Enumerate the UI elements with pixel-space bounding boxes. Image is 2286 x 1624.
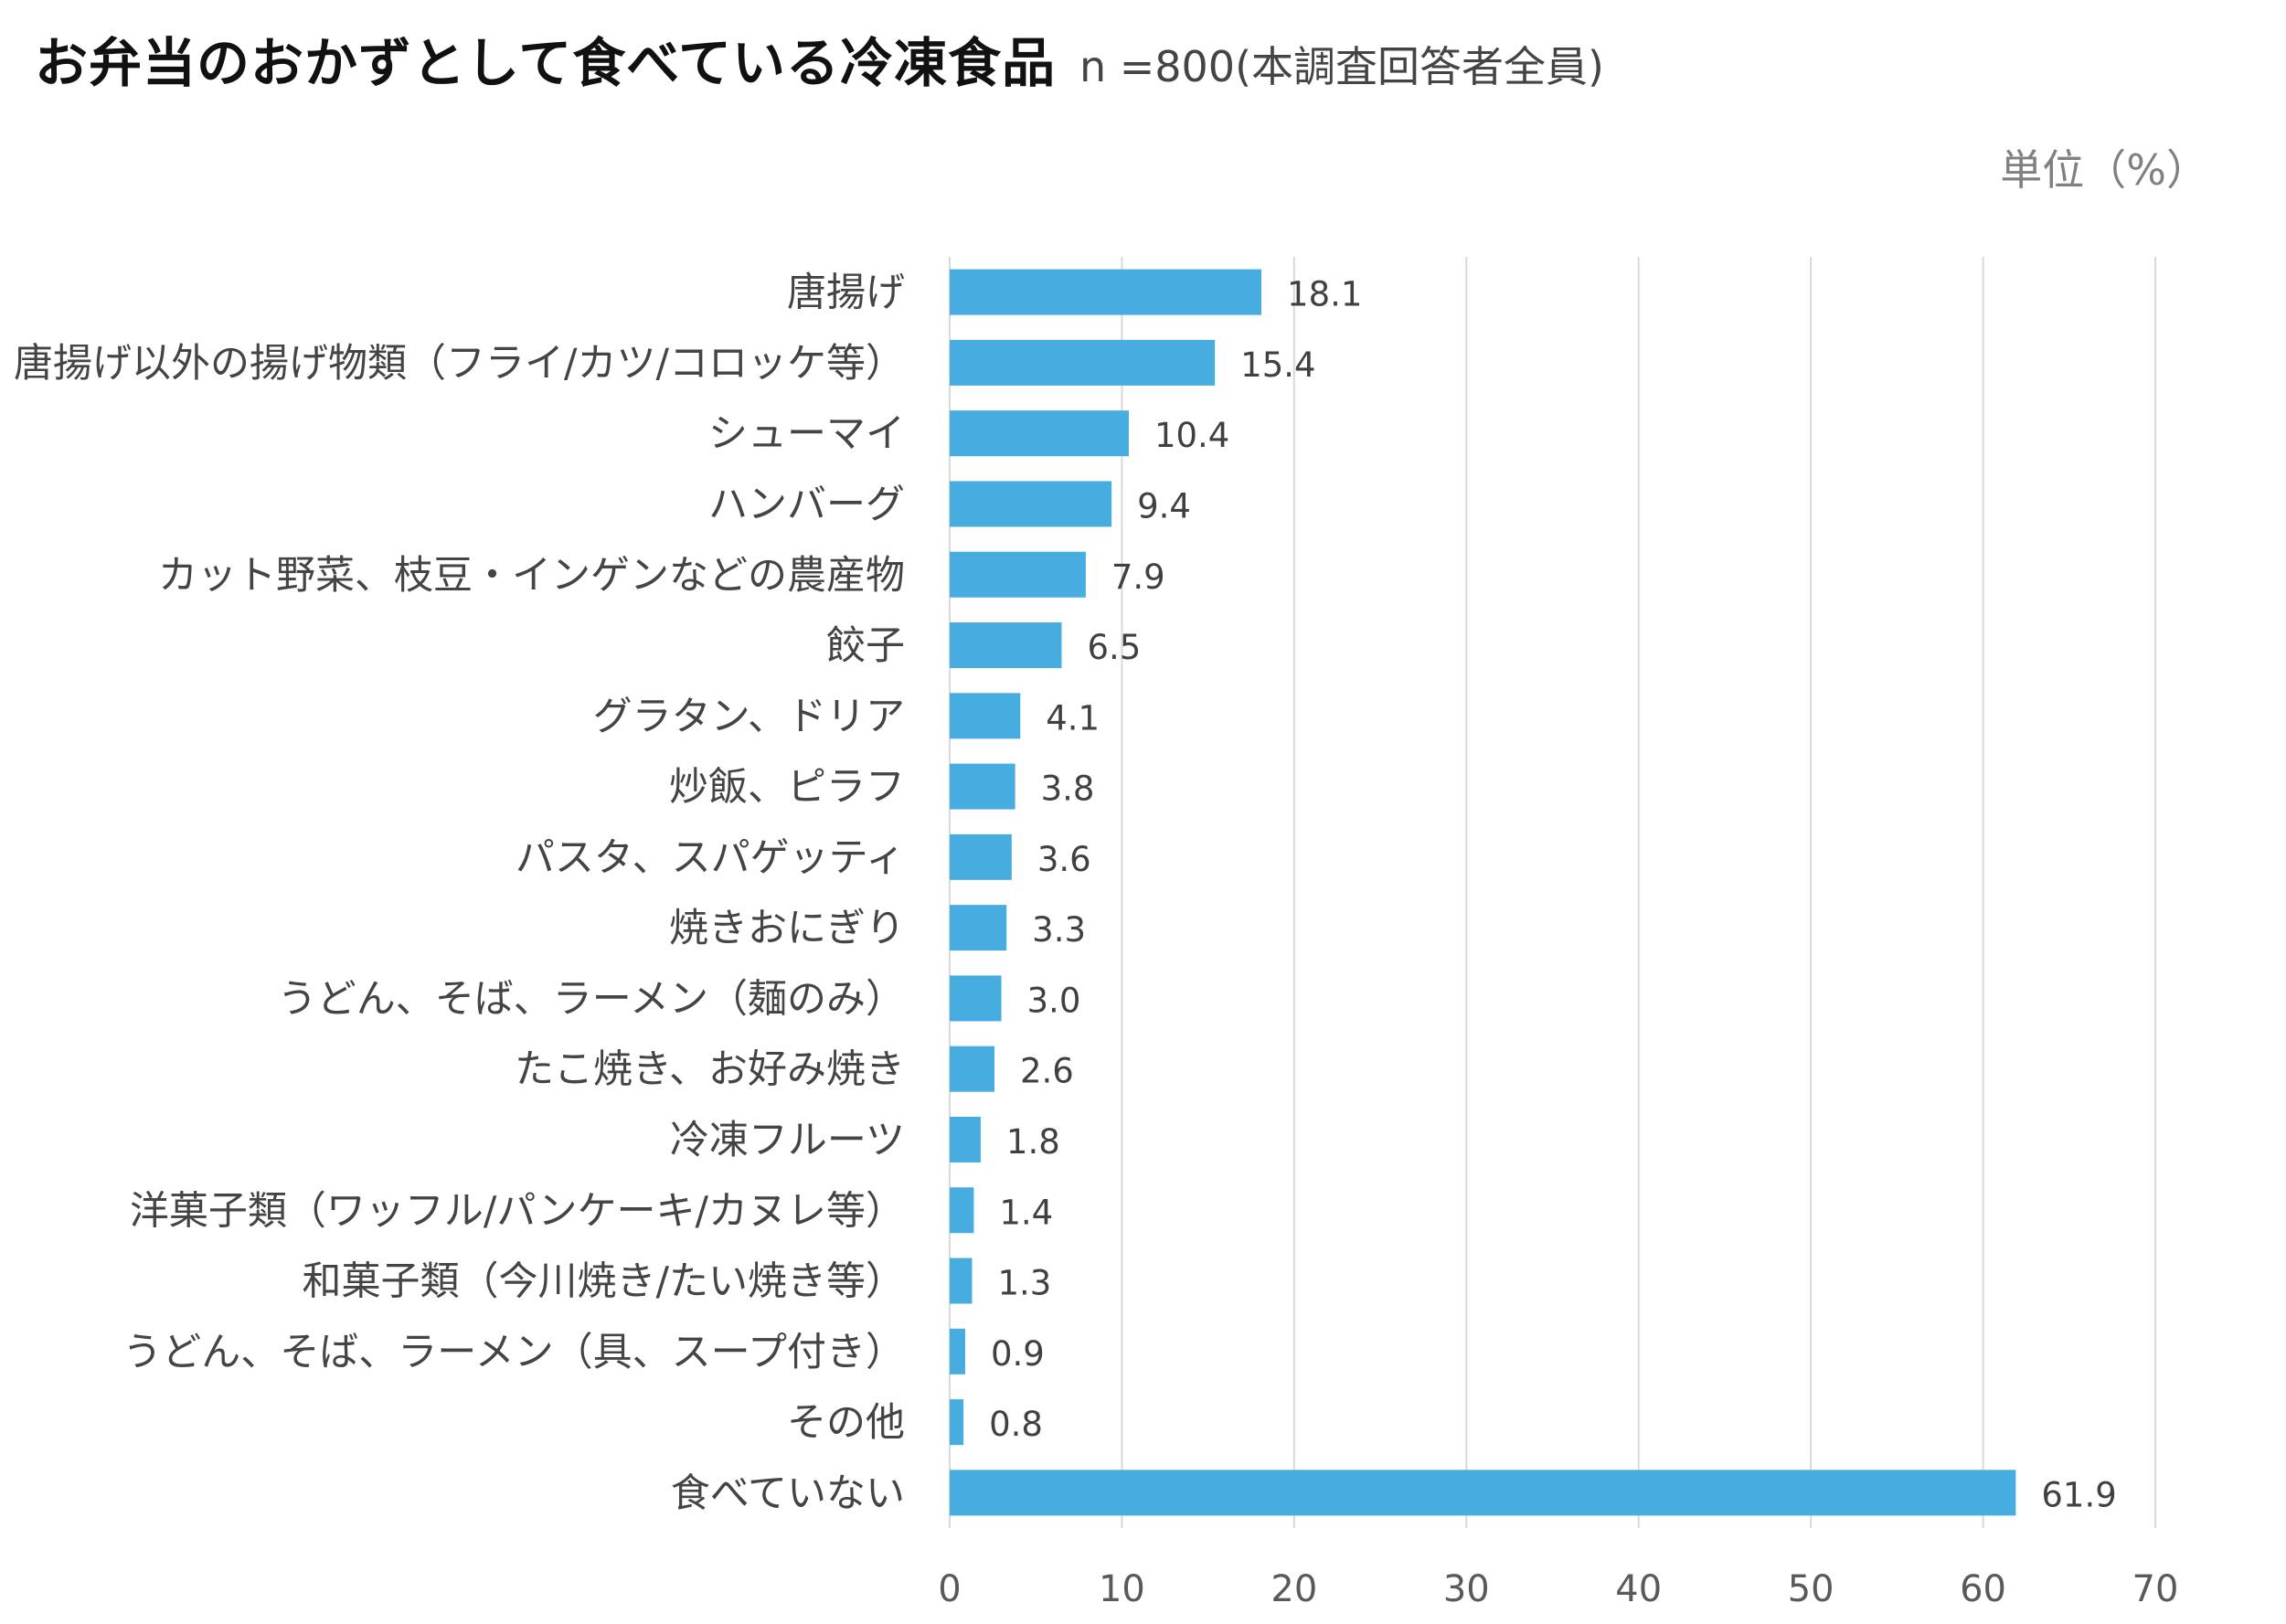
category-label: パスタ、スパゲッティ (516, 835, 905, 881)
category-label: ハンバーグ (708, 482, 905, 527)
bar (950, 975, 1002, 1022)
chart-subtitle: n =800(本調査回答者全員) (1079, 42, 1604, 91)
category-label: 洋菓子類（ワッフル/パンケーキ/カヌレ等） (130, 1188, 905, 1234)
bar (950, 1116, 981, 1162)
data-label: 0.9 (991, 1334, 1045, 1374)
bar (950, 833, 1012, 880)
data-label: 3.3 (1032, 910, 1086, 950)
category-label: 冷凍フルーツ (670, 1118, 905, 1163)
data-label: 1.4 (999, 1193, 1053, 1232)
data-label: 18.1 (1287, 275, 1362, 314)
bar (950, 339, 1216, 386)
x-tick-label: 30 (1443, 1568, 1490, 1610)
category-label: 食べていない (671, 1470, 905, 1516)
x-tick-label: 60 (1960, 1568, 2006, 1610)
x-tick-label: 50 (1788, 1568, 1834, 1610)
bar (950, 269, 1262, 315)
data-label: 9.4 (1137, 486, 1191, 525)
category-label: たこ焼き、お好み焼き (515, 1047, 905, 1093)
bar (950, 622, 1062, 669)
category-label: その他 (787, 1400, 905, 1446)
data-label: 4.1 (1046, 698, 1100, 738)
category-label: 餃子 (826, 623, 905, 669)
data-label: 6.5 (1087, 628, 1141, 667)
category-label: シューマイ (708, 411, 905, 457)
category-label: 焼きおにぎり (669, 906, 905, 951)
category-label: うどん、そば、ラーメン（麺のみ） (278, 976, 905, 1022)
data-label: 3.0 (1027, 981, 1081, 1020)
bar (950, 481, 1112, 527)
bar (950, 763, 1015, 810)
bar (950, 1399, 964, 1446)
category-label: 和菓子類（今川焼き/たい焼き等） (303, 1259, 906, 1305)
bar (950, 1187, 974, 1234)
data-label: 1.8 (1006, 1122, 1060, 1162)
bar (950, 410, 1129, 457)
category-label: うどん、そば、ラーメン（具、スープ付き） (122, 1330, 905, 1375)
data-label: 1.3 (997, 1264, 1051, 1303)
category-label: グラタン、ドリア (593, 694, 905, 739)
category-label: 唐揚げ (787, 271, 905, 316)
data-label: 3.6 (1037, 840, 1091, 879)
x-tick-labels: 0 10 20 30 40 50 60 70 (938, 1568, 2178, 1610)
data-label: 0.8 (989, 1405, 1043, 1444)
bar (950, 1328, 965, 1375)
grid-lines (949, 257, 2156, 1528)
bar (950, 1046, 994, 1092)
bar (950, 551, 1086, 598)
category-label: 炒飯、ピラフ (669, 765, 905, 811)
data-label: 10.4 (1154, 416, 1229, 455)
x-tick-label: 70 (2132, 1568, 2179, 1610)
data-label: 61.9 (2041, 1475, 2116, 1514)
x-tick-label: 10 (1099, 1568, 1145, 1610)
chart-title: お弁当のおかずとして食べている冷凍食品 (35, 32, 1056, 94)
bar (950, 1470, 2016, 1516)
title-row: お弁当のおかずとして食べている冷凍食品 n =800(本調査回答者全員) (35, 20, 1604, 97)
data-label: 7.9 (1111, 557, 1165, 597)
data-label: 2.6 (1020, 1052, 1074, 1091)
bar (950, 1258, 973, 1304)
category-label: 唐揚げ以外の揚げ物類（フライ/カツ/コロッケ等） (14, 341, 905, 387)
value-labels: 18.1 15.4 10.4 9.4 7.9 6.5 4.1 3.8 3.6 3.3 3.0 2.6 1… (989, 275, 2117, 1515)
unit-label: 単位（%） (2000, 145, 2208, 195)
bar (950, 693, 1021, 739)
data-label: 3.8 (1041, 770, 1095, 809)
bars (950, 269, 2016, 1516)
category-label: カット野菜、枝豆・インゲンなどの農産物 (158, 553, 905, 599)
x-tick-label: 20 (1271, 1568, 1317, 1610)
x-tick-label: 40 (1615, 1568, 1662, 1610)
bar (950, 905, 1007, 951)
x-tick-label: 0 (938, 1568, 961, 1610)
data-label: 15.4 (1240, 345, 1315, 385)
